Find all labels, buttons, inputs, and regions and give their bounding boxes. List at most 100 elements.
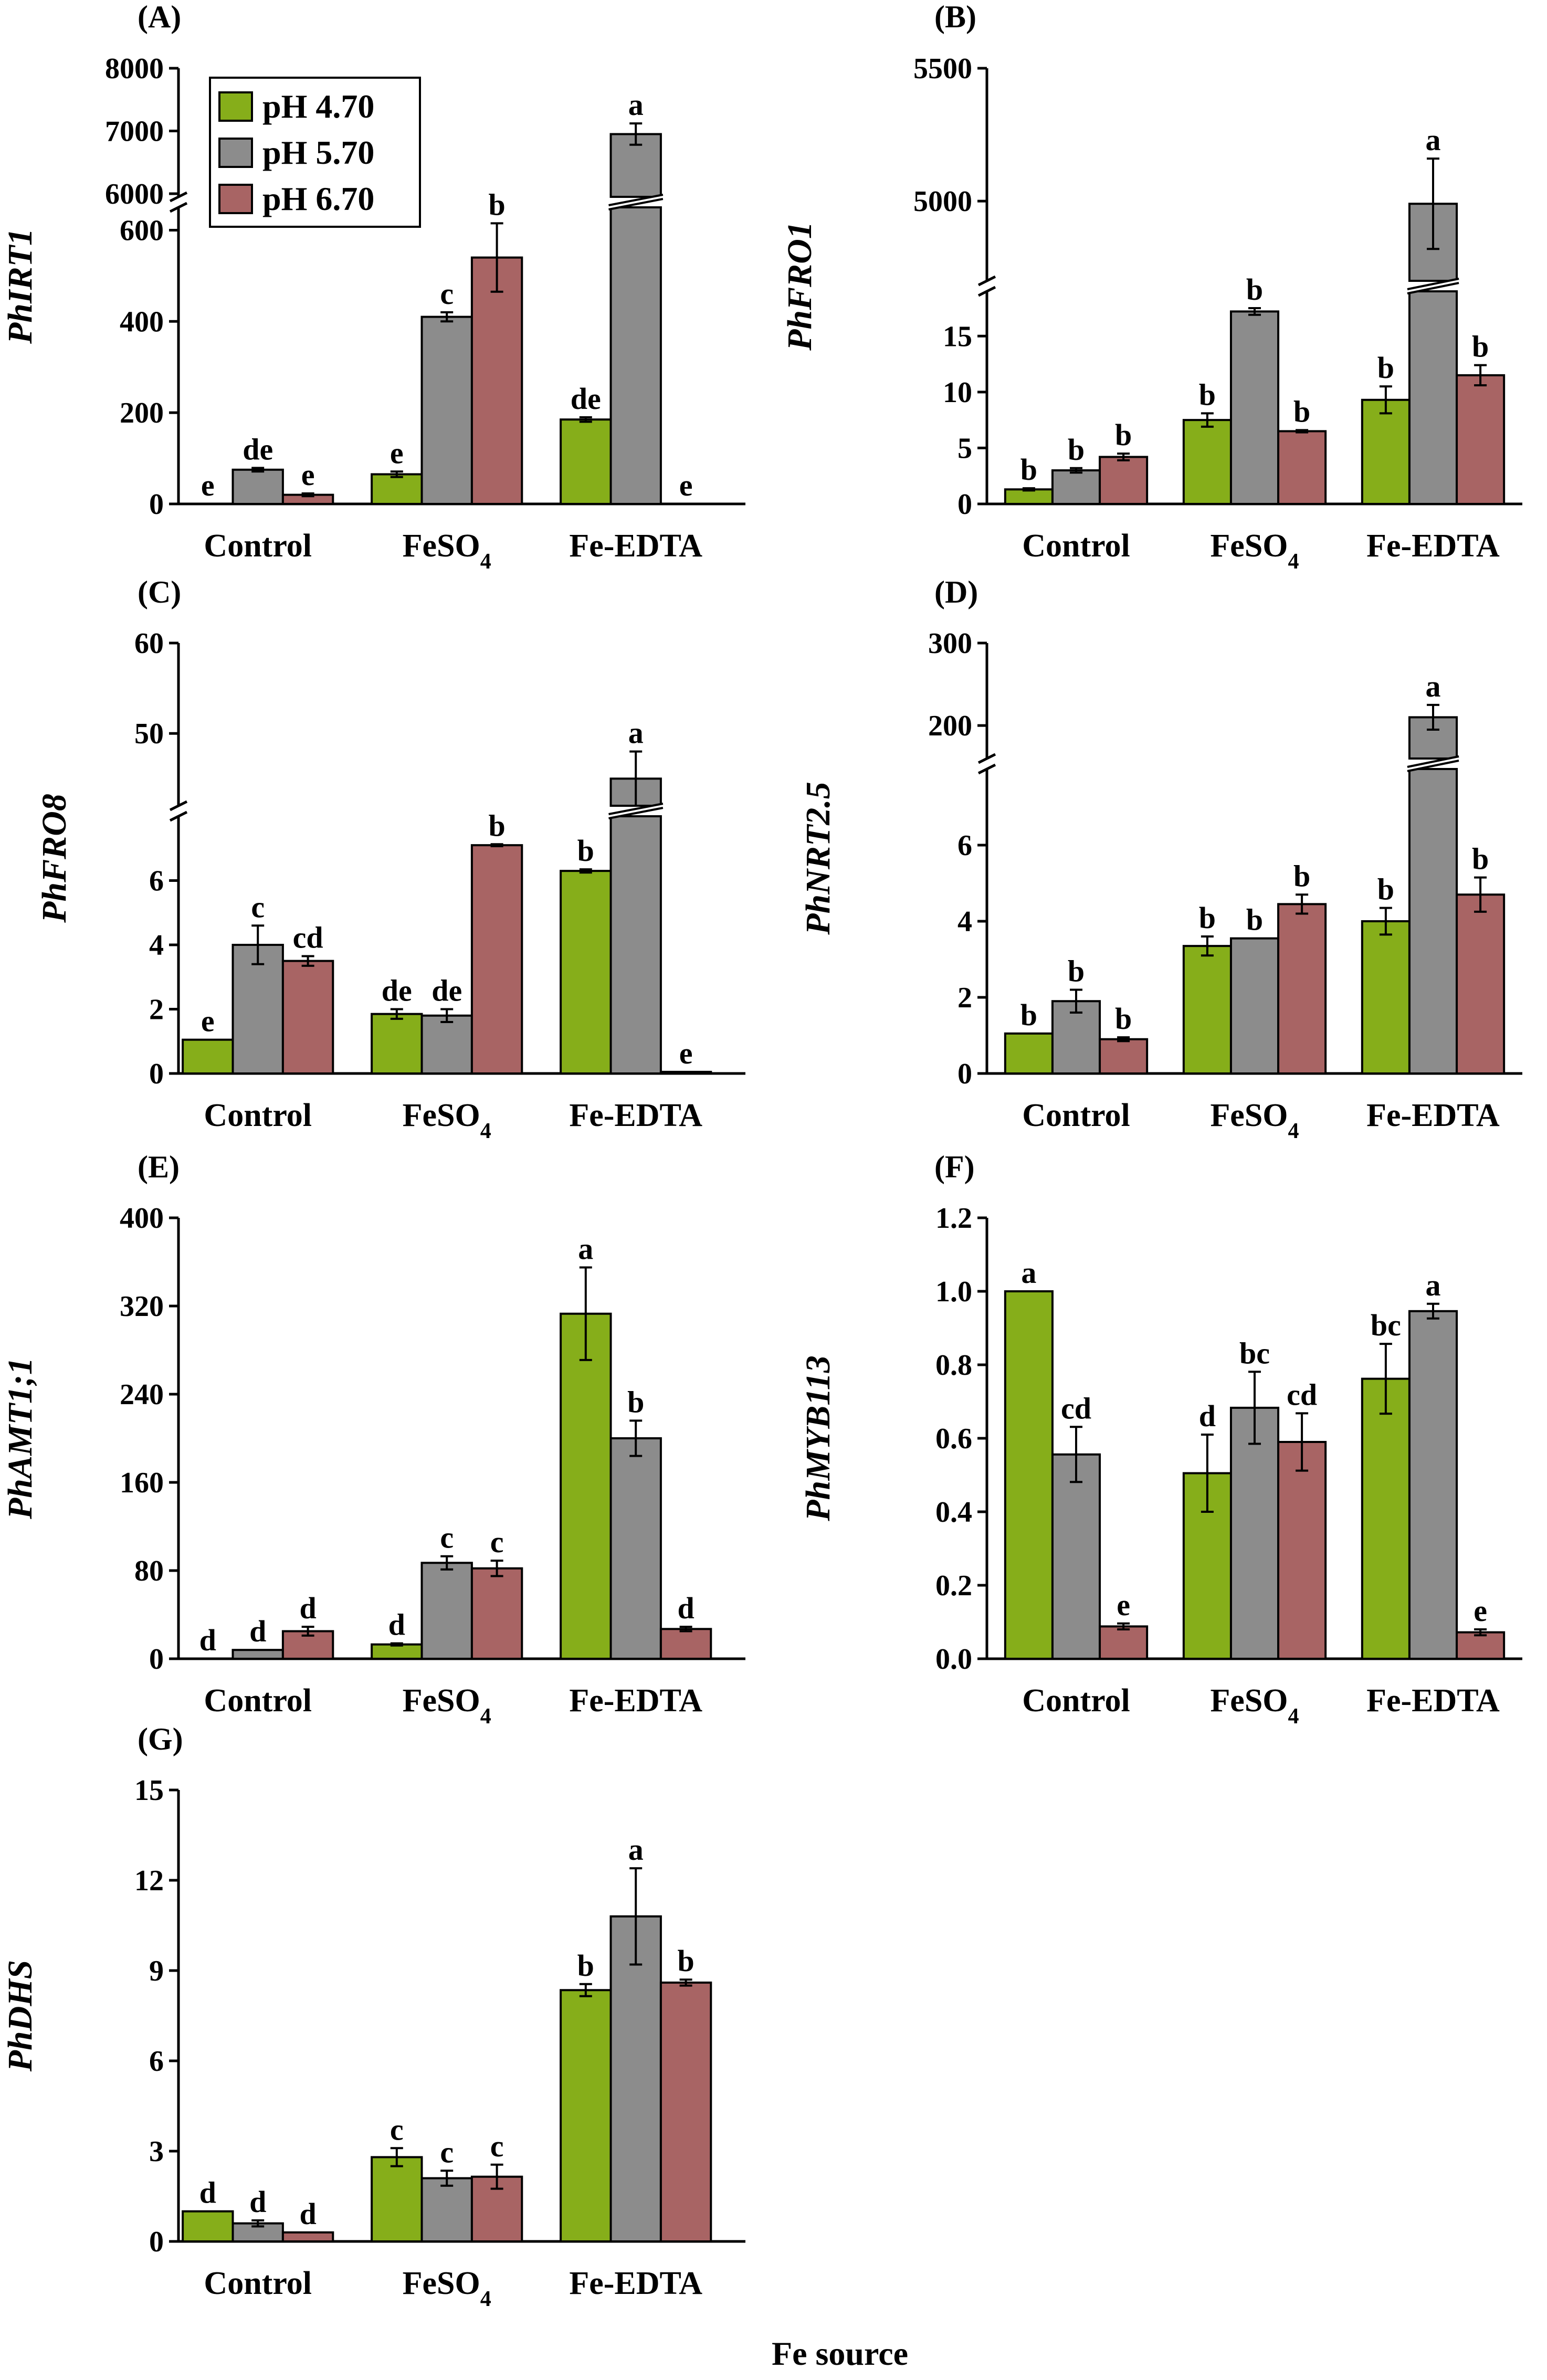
chart-d-category-label: FeSO4 bbox=[1210, 1098, 1299, 1143]
chart-a-significance-letter: c bbox=[440, 277, 454, 311]
chart-g-significance-letter: a bbox=[628, 1833, 644, 1867]
chart-f-significance-letter: bc bbox=[1239, 1336, 1270, 1370]
chart-d-bar-1-1 bbox=[1229, 937, 1280, 1075]
chart-c-bar-2-0 bbox=[560, 870, 612, 1075]
chart-e-y-tick-label: 0 bbox=[149, 1643, 164, 1676]
chart-c-category-label-text: Fe-EDTA bbox=[569, 1098, 702, 1133]
chart-d-significance-letter: b bbox=[1293, 859, 1310, 893]
chart-d-category-label: Control bbox=[1022, 1098, 1130, 1133]
chart-f-significance-letter: e bbox=[1117, 1588, 1130, 1622]
chart-b-bar-2-1-lower bbox=[1408, 290, 1458, 505]
chart-e-significance-letter: c bbox=[490, 1525, 504, 1559]
chart-a-panel-letter: (A) bbox=[138, 0, 181, 34]
chart-c-bar-2-1-lower bbox=[609, 815, 662, 1075]
chart-b-y-tick-label: 10 bbox=[943, 376, 972, 409]
chart-c-significance-letter: b bbox=[577, 834, 594, 868]
chart-a-category-label: Control bbox=[204, 528, 312, 564]
chart-g-category-label-text: Fe-EDTA bbox=[569, 2266, 702, 2301]
chart-d-significance-letter: b bbox=[1020, 998, 1037, 1032]
chart-a-category-label-text: FeSO bbox=[403, 528, 480, 564]
chart-f-y-tick-label: 0.4 bbox=[935, 1496, 972, 1529]
chart-a-category-subscript: 4 bbox=[480, 550, 491, 574]
legend-swatch bbox=[218, 91, 253, 122]
chart-e-y-tick-label: 160 bbox=[120, 1467, 164, 1499]
chart-e-category-label: Control bbox=[204, 1683, 312, 1719]
chart-b-bar-1-1 bbox=[1229, 310, 1280, 505]
chart-e-significance-letter: a bbox=[578, 1232, 593, 1266]
chart-a-significance-letter: de bbox=[243, 432, 273, 466]
chart-e-panel-letter: (E) bbox=[138, 1150, 180, 1184]
chart-g-category-label: Control bbox=[204, 2266, 312, 2301]
chart-g-significance-letter: c bbox=[390, 2112, 404, 2146]
chart-a-bar-1-1 bbox=[420, 315, 473, 505]
chart-d-y-tick-label: 6 bbox=[957, 829, 972, 862]
chart-e-bar-1-2 bbox=[470, 1567, 523, 1660]
chart-b-bar-break-line bbox=[1407, 282, 1459, 294]
chart-e-significance-letter: d bbox=[388, 1608, 405, 1642]
chart-f-y-tick-label: 0.0 bbox=[935, 1643, 972, 1676]
chart-c-bar-2-2 bbox=[659, 1070, 712, 1075]
chart-f-y-tick-label: 1.0 bbox=[935, 1276, 972, 1308]
chart-e-bar-0-1 bbox=[231, 1649, 284, 1660]
chart-d-bar-break-line bbox=[1407, 755, 1459, 768]
chart-a-category-label-text: Control bbox=[204, 528, 312, 564]
chart-a-bar-2-1-lower bbox=[609, 206, 662, 505]
legend-swatch bbox=[218, 138, 253, 168]
chart-g-panel-letter: (G) bbox=[138, 1722, 183, 1756]
chart-g-y-tick-label: 6 bbox=[149, 2045, 164, 2078]
chart-f-bar-2-0 bbox=[1361, 1377, 1411, 1660]
chart-f-category-label-text: Fe-EDTA bbox=[1366, 1683, 1500, 1719]
chart-e-bar-2-1 bbox=[609, 1437, 662, 1660]
chart-d-bar-1-0 bbox=[1182, 945, 1232, 1075]
chart-c-bar-1-0 bbox=[371, 1013, 423, 1075]
chart-a-bar-0-1 bbox=[231, 468, 284, 505]
chart-e-significance-letter: c bbox=[440, 1521, 454, 1555]
chart-b-bar-1-0 bbox=[1182, 419, 1232, 506]
chart-e-category-subscript: 4 bbox=[480, 1704, 491, 1729]
chart-f-significance-letter: a bbox=[1021, 1256, 1036, 1290]
legend-label: pH 5.70 bbox=[262, 134, 374, 171]
chart-e-category-label-text: FeSO bbox=[403, 1683, 480, 1719]
chart-d-significance-letter: b bbox=[1472, 842, 1489, 876]
chart-d-bar-0-2 bbox=[1099, 1038, 1149, 1075]
chart-b-category-label-text: Fe-EDTA bbox=[1366, 528, 1500, 564]
chart-a-significance-letter: e bbox=[390, 436, 404, 470]
chart-g-category-subscript: 4 bbox=[480, 2287, 491, 2311]
chart-f-category-label-text: FeSO bbox=[1210, 1683, 1288, 1719]
chart-d-significance-letter: b bbox=[1199, 901, 1216, 935]
chart-g-y-tick-label: 9 bbox=[149, 1955, 164, 1987]
chart-b-y-tick-label: 5 bbox=[957, 432, 972, 465]
chart-b-bar-2-0 bbox=[1361, 398, 1411, 506]
chart-f-bar-1-1 bbox=[1229, 1406, 1280, 1660]
chart-d-bar-2-0 bbox=[1361, 920, 1411, 1075]
chart-b-category-label: FeSO4 bbox=[1210, 528, 1299, 574]
chart-a-category-label: Fe-EDTA bbox=[569, 528, 702, 564]
chart-e-y-tick-label: 320 bbox=[120, 1290, 164, 1323]
chart-d-axis-break-mark bbox=[977, 753, 996, 764]
chart-c-significance-letter: de bbox=[382, 974, 412, 1008]
chart-b-category-label-text: Control bbox=[1022, 528, 1130, 564]
chart-a-y-tick-label: 400 bbox=[120, 306, 164, 338]
chart-f-bar-0-2 bbox=[1099, 1625, 1149, 1660]
chart-g-bar-1-1 bbox=[420, 2177, 473, 2243]
chart-f-bar-2-1 bbox=[1408, 1310, 1458, 1660]
chart-d-significance-letter: b bbox=[1115, 1002, 1132, 1036]
chart-d-bar-0-0 bbox=[1004, 1032, 1054, 1075]
chart-a-y-tick-label: 8000 bbox=[105, 52, 164, 85]
chart-c-bar-0-2 bbox=[281, 960, 334, 1075]
chart-a-bar-1-2 bbox=[470, 256, 523, 505]
chart-d-category-label-text: Fe-EDTA bbox=[1366, 1098, 1500, 1133]
legend-swatch bbox=[218, 184, 253, 214]
legend-label: pH 6.70 bbox=[262, 180, 374, 217]
chart-e-significance-letter: d bbox=[249, 1614, 266, 1648]
chart-a-bar-2-0 bbox=[560, 418, 612, 506]
chart-b-category-subscript: 4 bbox=[1288, 550, 1299, 574]
chart-f-y-tick-label: 0.2 bbox=[935, 1570, 972, 1602]
chart-b-significance-letter: b bbox=[1293, 394, 1310, 428]
chart-c-bar-break-line bbox=[608, 803, 664, 815]
chart-e-y-axis-label: PhAMT1;1 bbox=[1, 1357, 39, 1520]
chart-d-significance-letter: b bbox=[1068, 954, 1085, 988]
chart-b-y-tick-label: 0 bbox=[957, 488, 972, 521]
chart-f-y-tick-label: 0.8 bbox=[935, 1349, 972, 1382]
chart-c-significance-letter: c bbox=[251, 890, 265, 924]
